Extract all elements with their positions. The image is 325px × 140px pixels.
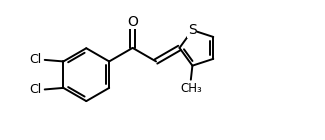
Text: O: O <box>127 15 138 29</box>
Text: Cl: Cl <box>29 83 42 96</box>
Text: CH₃: CH₃ <box>180 82 202 95</box>
Text: Cl: Cl <box>29 53 42 66</box>
Text: S: S <box>188 23 197 37</box>
